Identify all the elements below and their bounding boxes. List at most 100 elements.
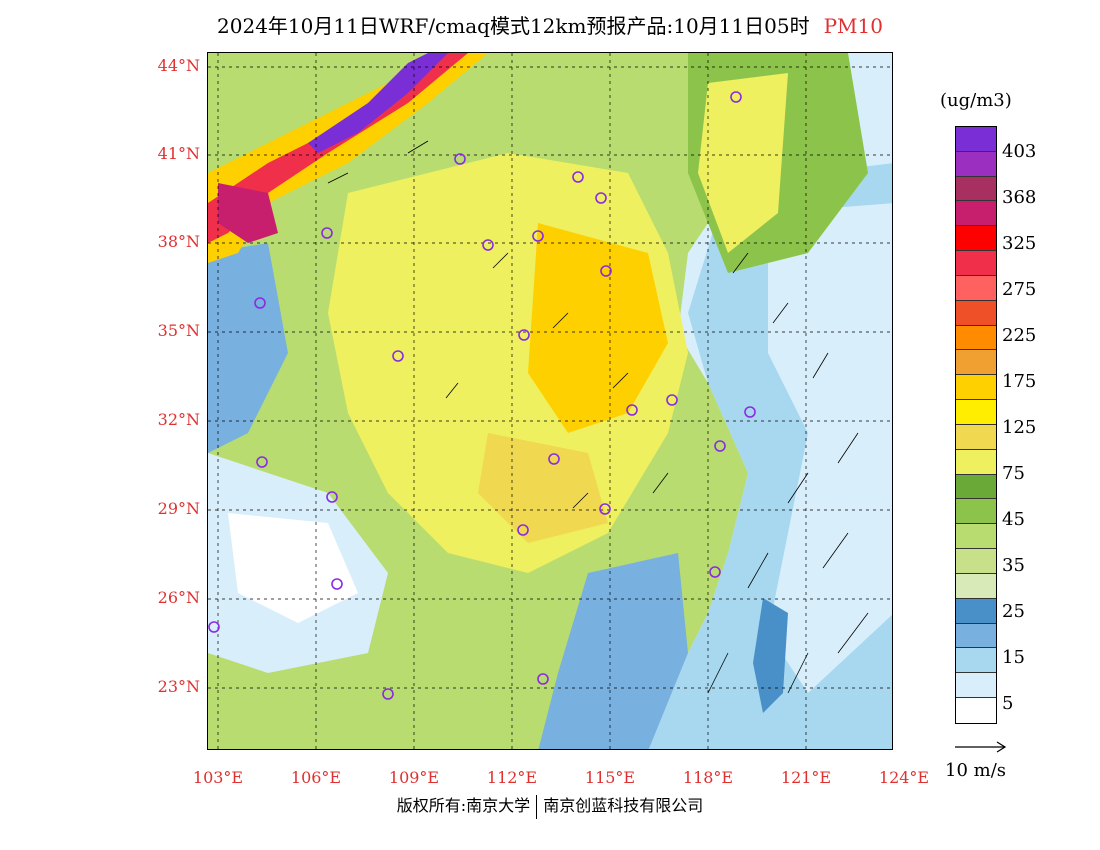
colorbar-swatch: [956, 623, 996, 649]
south-blue-zone: [538, 553, 688, 749]
station-marker: [454, 153, 466, 165]
station-marker: [600, 265, 612, 277]
sw-white-zone: [228, 513, 358, 623]
colorbar-label: 45: [1002, 509, 1025, 530]
lon-label-106: 106°E: [290, 768, 342, 787]
central-orange-zone: [478, 433, 608, 543]
lat-label-32: 32°N: [157, 410, 200, 429]
station-marker: [730, 91, 742, 103]
colorbar-swatch: [956, 201, 996, 227]
station-marker: [331, 578, 343, 590]
northwest-yellow-band: [208, 53, 488, 263]
station-marker: [517, 524, 529, 536]
lat-label-41: 41°N: [157, 144, 200, 163]
colorbar-label: 175: [1002, 371, 1037, 392]
colorbar-swatch: [956, 424, 996, 450]
station-marker: [744, 406, 756, 418]
station-marker: [518, 329, 530, 341]
colorbar: [955, 126, 997, 724]
station-marker: [666, 394, 678, 406]
colorbar-label: 403: [1002, 141, 1037, 162]
north-china-plain-high: [528, 223, 668, 433]
monitoring-stations: [208, 91, 756, 700]
colorbar-label: 5: [1002, 693, 1014, 714]
colorbar-swatch: [956, 549, 996, 574]
colorbar-swatch: [956, 598, 996, 624]
northeast-yellow-zone: [698, 73, 788, 253]
lat-label-29: 29°N: [157, 499, 200, 518]
lat-label-38: 38°N: [157, 232, 200, 251]
station-marker: [482, 239, 494, 251]
station-marker: [256, 456, 268, 468]
colorbar-label: 25: [1002, 601, 1025, 622]
station-marker: [392, 350, 404, 362]
pm10-forecast-map: [207, 52, 893, 750]
colorbar-label: 15: [1002, 647, 1025, 668]
title-text: 2024年10月11日WRF/cmaq模式12km预报产品:10月11日05时: [217, 14, 810, 38]
lat-label-35: 35°N: [157, 321, 200, 340]
station-marker: [595, 192, 607, 204]
sea-clean-zone: [768, 203, 892, 693]
lat-label-44: 44°N: [157, 56, 200, 75]
map-title: 2024年10月11日WRF/cmaq模式12km预报产品:10月11日05时 P…: [0, 10, 1100, 39]
wind-vectors: [327, 140, 869, 694]
colorbar-swatch: [956, 151, 996, 177]
colorbar-label: 35: [1002, 555, 1025, 576]
station-marker: [572, 171, 584, 183]
lon-label-121: 121°E: [780, 768, 832, 787]
lon-label-103: 103°E: [192, 768, 244, 787]
colorbar-label: 75: [1002, 463, 1025, 484]
station-marker: [537, 673, 549, 685]
colorbar-label: 125: [1002, 417, 1037, 438]
colorbar-swatch: [956, 251, 996, 276]
graticule: [208, 53, 892, 749]
sw-blue-zone: [208, 243, 288, 453]
colorbar-swatch: [956, 275, 996, 301]
colorbar-swatch: [956, 499, 996, 525]
copyright-right: 南京创蓝科技有限公司: [543, 796, 704, 815]
colorbar-swatch: [956, 698, 996, 723]
lat-label-23: 23°N: [157, 677, 200, 696]
colorbar-swatch: [956, 350, 996, 376]
station-marker: [714, 440, 726, 452]
taiwan-island: [753, 598, 788, 713]
lon-label-115: 115°E: [584, 768, 636, 787]
colorbar-swatch: [956, 325, 996, 351]
colorbar-label: 368: [1002, 187, 1037, 208]
colorbar-swatch: [956, 673, 996, 699]
colorbar-swatch: [956, 573, 996, 599]
wind-scale-label: 10 m/s: [945, 760, 1006, 781]
colorbar-swatch: [956, 648, 996, 674]
station-marker: [326, 491, 338, 503]
station-marker: [626, 404, 638, 416]
lon-label-118: 118°E: [682, 768, 734, 787]
station-marker: [254, 297, 266, 309]
station-marker: [382, 688, 394, 700]
colorbar-swatch: [956, 375, 996, 401]
units-label: (ug/m3): [940, 90, 1012, 111]
colorbar-label: 275: [1002, 279, 1037, 300]
copyright-left: 版权所有:南京大学: [396, 796, 531, 815]
lon-label-112: 112°E: [486, 768, 538, 787]
colorbar-swatch: [956, 226, 996, 252]
northwest-magenta-blob: [218, 183, 278, 243]
colorbar-swatch: [956, 400, 996, 425]
station-marker: [321, 227, 333, 239]
lat-label-26: 26°N: [157, 588, 200, 607]
station-marker: [548, 453, 560, 465]
station-marker: [599, 503, 611, 515]
station-marker: [208, 621, 220, 633]
northwest-purple-band: [308, 53, 448, 153]
station-marker: [709, 566, 721, 578]
map-canvas: [208, 53, 892, 749]
copyright: 版权所有:南京大学 南京创蓝科技有限公司: [0, 792, 1100, 819]
colorbar-label: 225: [1002, 325, 1037, 346]
colorbar-swatch: [956, 176, 996, 202]
station-marker: [532, 230, 544, 242]
lon-label-109: 109°E: [388, 768, 440, 787]
northwest-red-band: [208, 53, 468, 243]
colorbar-swatch: [956, 449, 996, 475]
colorbar-swatch: [956, 524, 996, 550]
lon-label-124: 124°E: [878, 768, 930, 787]
colorbar-swatch: [956, 474, 996, 500]
